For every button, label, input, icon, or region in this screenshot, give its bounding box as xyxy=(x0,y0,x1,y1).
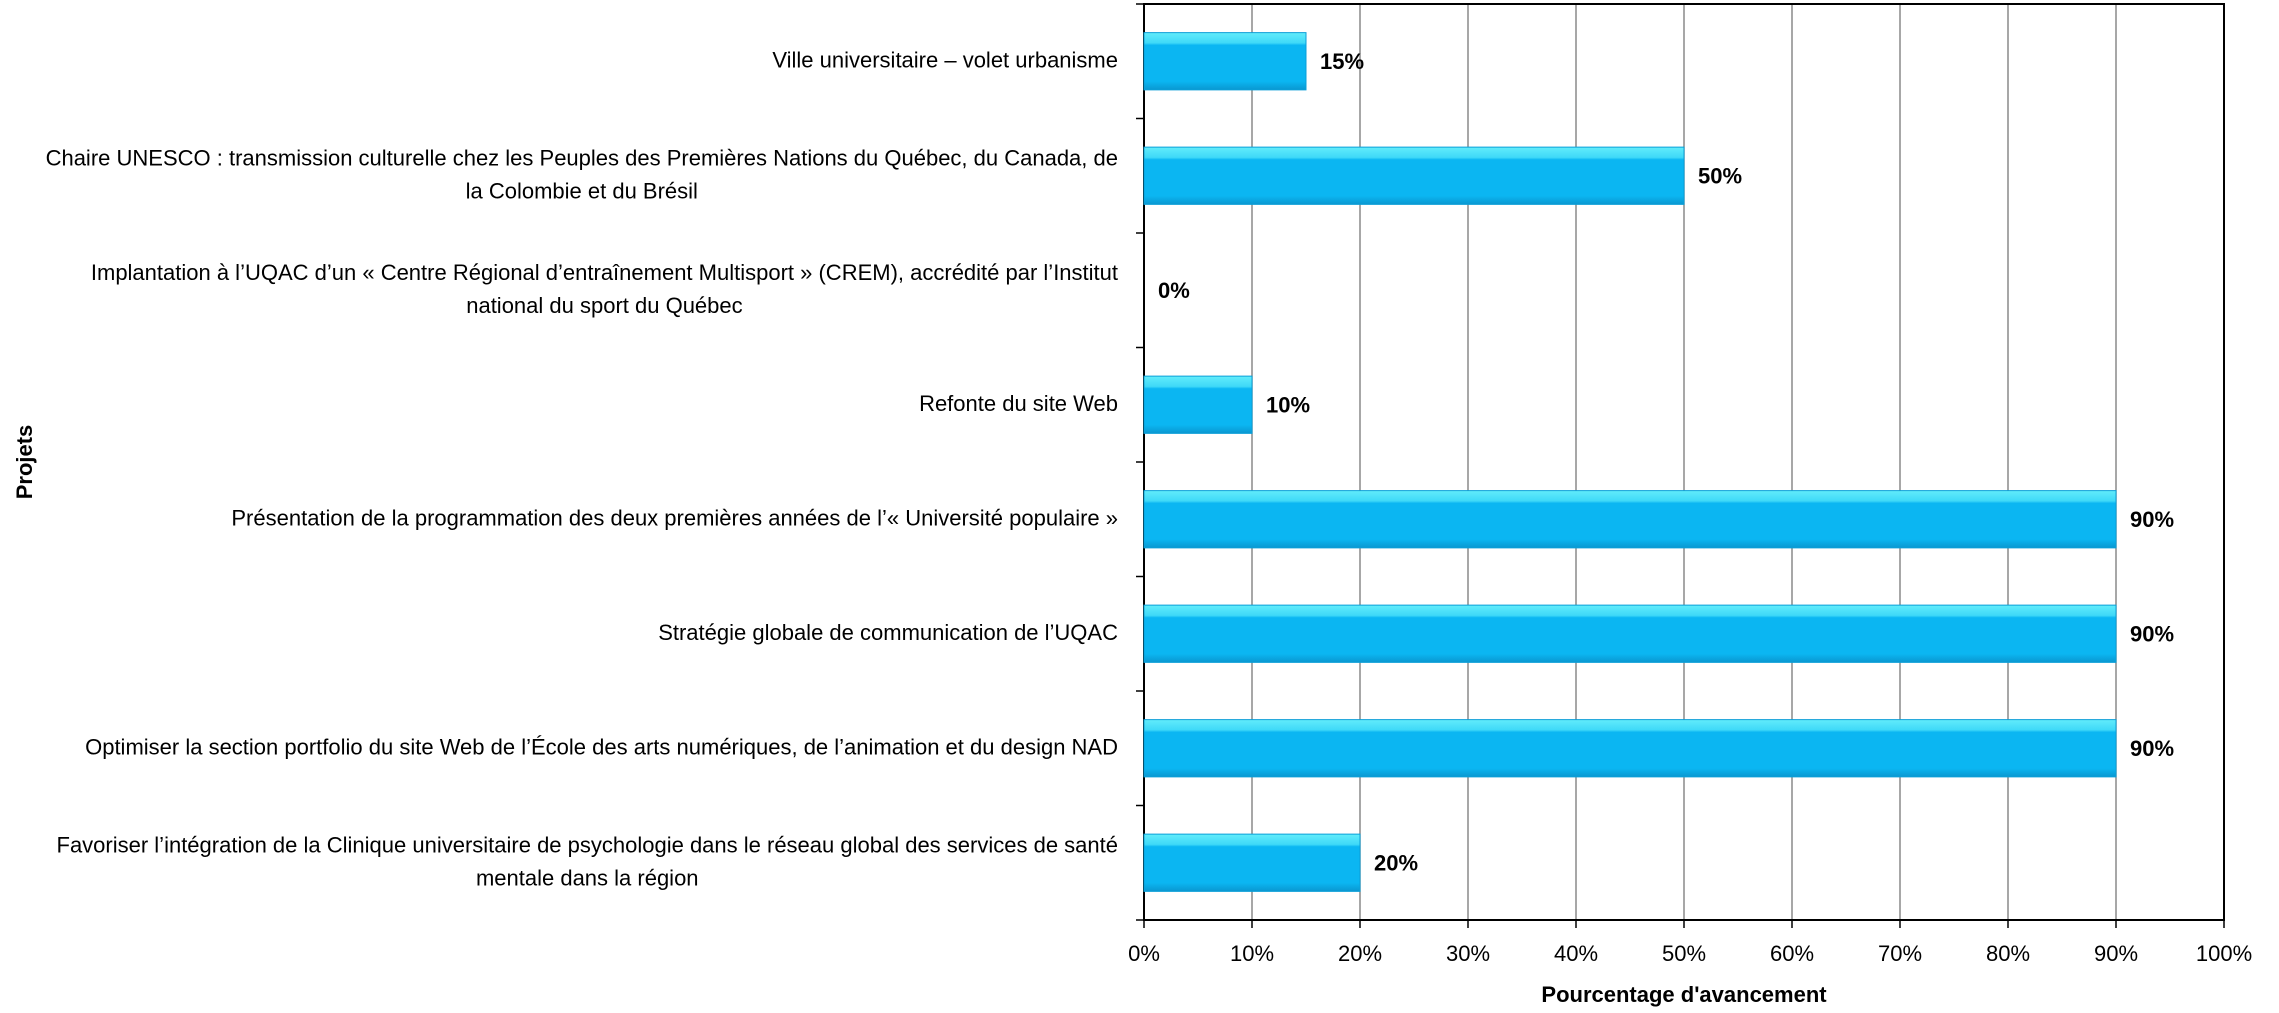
x-tick-label: 60% xyxy=(1770,941,1814,966)
value-label: 20% xyxy=(1374,851,1418,876)
x-tick-label: 80% xyxy=(1986,941,2030,966)
x-tick-label: 90% xyxy=(2094,941,2138,966)
x-tick-label: 50% xyxy=(1662,941,1706,966)
y-tick-label: Stratégie globale de communication de l’… xyxy=(658,620,1118,645)
x-tick-label: 100% xyxy=(2196,941,2252,966)
y-tick-label: Optimiser la section portfolio du site W… xyxy=(85,734,1118,759)
value-label: 90% xyxy=(2130,736,2174,761)
y-tick-label: Refonte du site Web xyxy=(919,391,1118,416)
x-tick-label: 0% xyxy=(1128,941,1160,966)
x-tick-label: 40% xyxy=(1554,941,1598,966)
value-label: 90% xyxy=(2130,622,2174,647)
x-tick-label: 10% xyxy=(1230,941,1274,966)
y-tick-label: Chaire UNESCO : transmission culturelle … xyxy=(46,145,1118,203)
x-tick-label: 30% xyxy=(1446,941,1490,966)
y-tick-label: Implantation à l’UQAC d’un « Centre Régi… xyxy=(91,260,1118,318)
bar xyxy=(1143,32,1307,91)
value-label: 0% xyxy=(1158,278,1190,303)
value-label: 50% xyxy=(1698,164,1742,189)
bar xyxy=(1143,719,2117,778)
bar xyxy=(1143,146,1685,205)
y-tick-label: Favoriser l’intégration de la Clinique u… xyxy=(57,832,1119,890)
value-label: 90% xyxy=(2130,507,2174,532)
value-label: 15% xyxy=(1320,49,1364,74)
x-tick-label: 20% xyxy=(1338,941,1382,966)
bar xyxy=(1143,833,1361,892)
y-axis-title: Projets xyxy=(12,425,37,500)
x-axis-title: Pourcentage d'avancement xyxy=(1541,982,1827,1007)
value-label: 10% xyxy=(1266,393,1310,418)
x-tick-label: 70% xyxy=(1878,941,1922,966)
y-tick-label: Présentation de la programmation des deu… xyxy=(231,505,1118,530)
bar xyxy=(1143,375,1253,434)
bar xyxy=(1143,490,2117,549)
bar xyxy=(1143,604,2117,663)
y-tick-label: Ville universitaire – volet urbanisme xyxy=(772,47,1118,72)
